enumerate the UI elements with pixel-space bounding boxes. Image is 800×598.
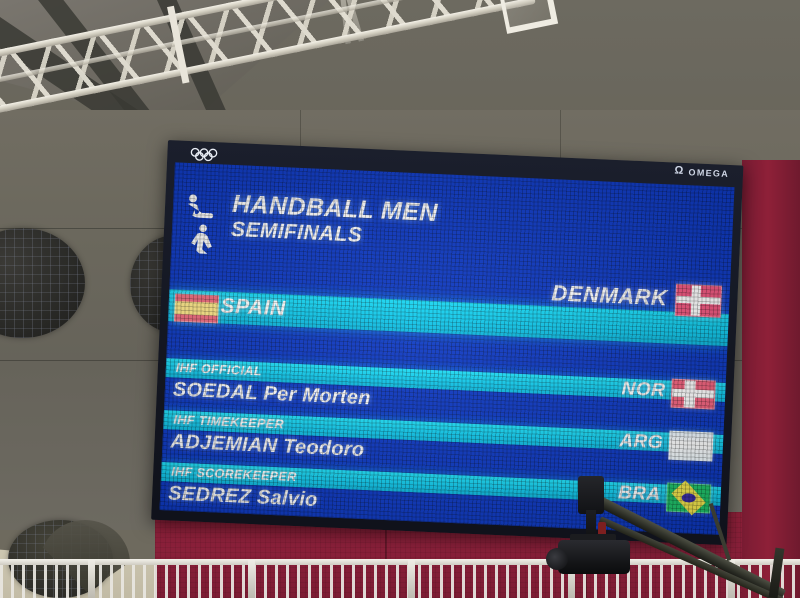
official-role: IHF SCOREKEEPER (170, 464, 297, 485)
camera-lens (546, 548, 568, 570)
official-name: SEDREZ Salvio (167, 482, 319, 512)
scoreboard: Ω OMEGA HANDBALL MEN SEMIFINALS (151, 140, 744, 546)
olympic-rings-icon (189, 147, 228, 163)
flag-argentina-icon (668, 430, 714, 462)
home-team-name: SPAIN (220, 294, 287, 321)
safety-railing (0, 555, 800, 598)
official-country-code: ARG (618, 430, 664, 454)
omega-symbol-icon: Ω (674, 164, 685, 178)
flag-norway-icon (670, 378, 716, 410)
camera-hood (570, 534, 616, 544)
omega-label: OMEGA (688, 166, 730, 179)
broadcast-camera-body (558, 540, 630, 574)
railing-handrail (0, 559, 800, 565)
away-team-name: DENMARK (551, 280, 669, 311)
railing-bars (0, 563, 800, 598)
scoreboard-screen: HANDBALL MEN SEMIFINALS SPAIN DENMARK IH… (159, 162, 735, 535)
flag-denmark-icon (674, 283, 723, 318)
team-row: SPAIN DENMARK (167, 280, 729, 347)
camera-pan-arm (586, 510, 596, 548)
camera-mount-head (578, 476, 604, 514)
handball-pictogram-icon (188, 194, 214, 255)
podium-right-wall (742, 160, 800, 598)
scoreboard-header: HANDBALL MEN SEMIFINALS (183, 189, 438, 264)
omega-brand: Ω OMEGA (674, 164, 730, 179)
camera-cable (598, 522, 606, 536)
official-role: IHF OFFICIAL (175, 360, 263, 379)
flag-spain-icon (173, 293, 220, 324)
camera-crane (540, 470, 800, 598)
official-country-code: NOR (621, 378, 666, 402)
official-role: IHF TIMEKEEPER (173, 412, 285, 432)
